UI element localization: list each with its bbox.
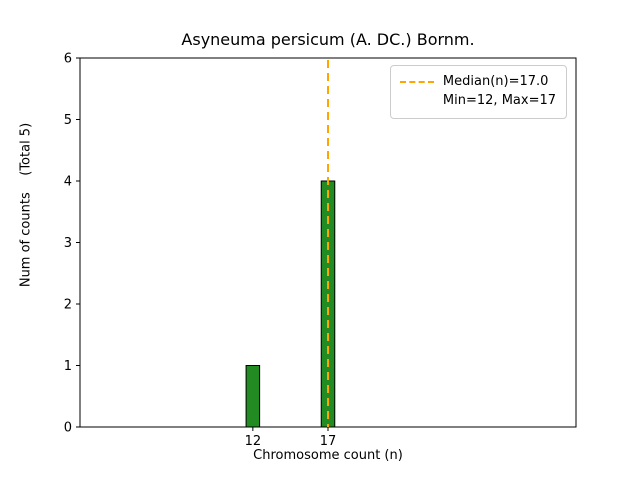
x-axis-label: Chromosome count (n) <box>253 448 403 463</box>
legend-entry-median: Median(n)=17.0 <box>399 73 556 92</box>
y-tick-label: 2 <box>64 298 72 313</box>
y-tick-label: 1 <box>64 359 72 374</box>
legend: Median(n)=17.0 Min=12, Max=17 <box>389 65 567 119</box>
legend-entry-minmax: Min=12, Max=17 <box>400 92 556 111</box>
chart-title: Asyneuma persicum (A. DC.) Bornm. <box>181 30 475 49</box>
x-tick-label: 17 <box>320 434 337 449</box>
legend-median-label: Median(n)=17.0 <box>442 74 549 89</box>
bar-n12 <box>245 365 261 428</box>
y-tick-label: 6 <box>64 52 72 67</box>
y-tick-label: 3 <box>64 236 72 251</box>
y-tick-label: 5 <box>64 113 72 128</box>
legend-minmax-label: Min=12, Max=17 <box>442 92 556 108</box>
x-tick-label: 12 <box>245 434 262 449</box>
median-dashed-line-icon <box>399 81 434 84</box>
y-tick-label: 4 <box>64 175 72 190</box>
legend-spacer <box>400 100 434 102</box>
y-axis-label: Num of counts (Total 5) <box>18 122 34 288</box>
y-tick-label: 0 <box>64 421 72 436</box>
